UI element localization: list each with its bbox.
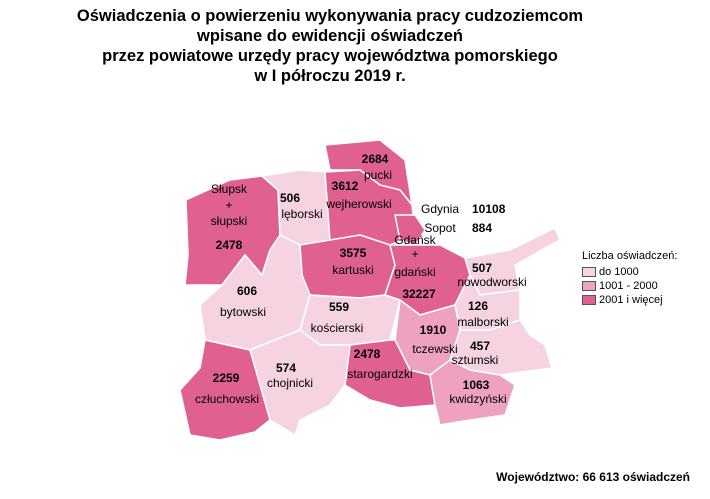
region-koscierski[interactable] xyxy=(299,294,401,346)
county-value-wejherowski: 3612 xyxy=(332,179,359,193)
region-gdynia-sopot[interactable] xyxy=(394,214,426,246)
county-name-kwidzynski: kwidzyński xyxy=(449,392,506,406)
county-value-chojnicki: 574 xyxy=(276,361,296,375)
legend-swatch-mid xyxy=(582,281,596,291)
legend-item-high: 2001 i więcej xyxy=(582,293,677,307)
county-name-gdanski-1: + xyxy=(411,247,418,261)
county-name-malborski: malborski xyxy=(457,315,508,329)
county-name-tczewski: tczewski xyxy=(412,342,457,356)
county-name-czluchowski: człuchowski xyxy=(195,392,259,406)
county-value-gdanski: 32227 xyxy=(402,287,436,301)
legend-title: Liczba oświadczeń: xyxy=(582,250,678,262)
region-kwidzynski[interactable] xyxy=(429,359,516,426)
county-name-slupski: Słupsk xyxy=(211,182,248,196)
legend-swatch-low xyxy=(582,267,596,277)
county-value-kwidzynski: 1063 xyxy=(463,378,490,392)
county-name-wejherowski: wejherowski xyxy=(325,197,391,211)
city-name-sopot: Sopot xyxy=(424,221,456,235)
map-title: Oświadczenia o powierzeniu wykonywania p… xyxy=(0,6,660,86)
region-czluchowski[interactable] xyxy=(179,339,271,441)
legend-item-mid: 1001 - 2000 xyxy=(582,279,677,293)
county-value-sztumski: 457 xyxy=(470,339,490,353)
county-value-tczewski: 1910 xyxy=(420,323,447,337)
county-name-slupski-2: słupski xyxy=(211,214,248,228)
legend-label-high: 2001 i więcej xyxy=(599,294,663,306)
province-total: Województwo: 66 613 oświadczeń xyxy=(496,470,690,484)
county-name-nowodworski: nowodworski xyxy=(457,275,526,289)
city-name-gdynia: Gdynia xyxy=(421,202,459,216)
county-name-chojnicki: chojnicki xyxy=(267,376,313,390)
county-name-gdanski: Gdańsk xyxy=(394,233,436,247)
county-value-slupski: 2478 xyxy=(216,238,243,252)
county-value-malborski: 126 xyxy=(468,299,488,313)
county-name-leborski: lęborski xyxy=(281,207,322,221)
county-name-starogardzki: starogardzki xyxy=(347,367,412,381)
map-legend: Liczba oświadczeń: do 1000 1001 - 2000 2… xyxy=(582,249,677,307)
county-value-kartuski: 3575 xyxy=(340,246,367,260)
title-line-4: w I półroczu 2019 r. xyxy=(254,67,406,85)
city-value-sopot: 884 xyxy=(472,221,492,235)
county-name-sztumski: sztumski xyxy=(452,353,499,367)
county-value-nowodworski: 507 xyxy=(472,261,492,275)
county-name-slupski-1: + xyxy=(225,198,232,212)
county-name-bytowski: bytowski xyxy=(220,305,266,319)
county-value-pucki: 2684 xyxy=(362,152,389,166)
county-value-czluchowski: 2259 xyxy=(213,371,240,385)
city-value-gdynia: 10108 xyxy=(472,202,506,216)
county-value-starogardzki: 2478 xyxy=(354,347,381,361)
county-name-koscierski: kościerski xyxy=(311,321,364,335)
legend-label-low: do 1000 xyxy=(599,266,639,278)
title-line-3: przez powiatowe urzędy pracy województwa… xyxy=(102,47,558,65)
title-line-1: Oświadczenia o powierzeniu wykonywania p… xyxy=(76,7,584,25)
county-value-leborski: 506 xyxy=(280,191,300,205)
county-value-koscierski: 559 xyxy=(329,300,349,314)
county-name-gdanski-2: gdański xyxy=(394,265,435,279)
title-line-2: wpisane do ewidencji oświadczeń xyxy=(197,27,463,45)
county-value-bytowski: 606 xyxy=(237,284,257,298)
county-name-kartuski: kartuski xyxy=(332,263,373,277)
county-name-pucki: pucki xyxy=(364,168,392,182)
legend-item-low: do 1000 xyxy=(582,265,677,279)
legend-label-mid: 1001 - 2000 xyxy=(599,280,658,292)
legend-swatch-high xyxy=(582,295,596,305)
